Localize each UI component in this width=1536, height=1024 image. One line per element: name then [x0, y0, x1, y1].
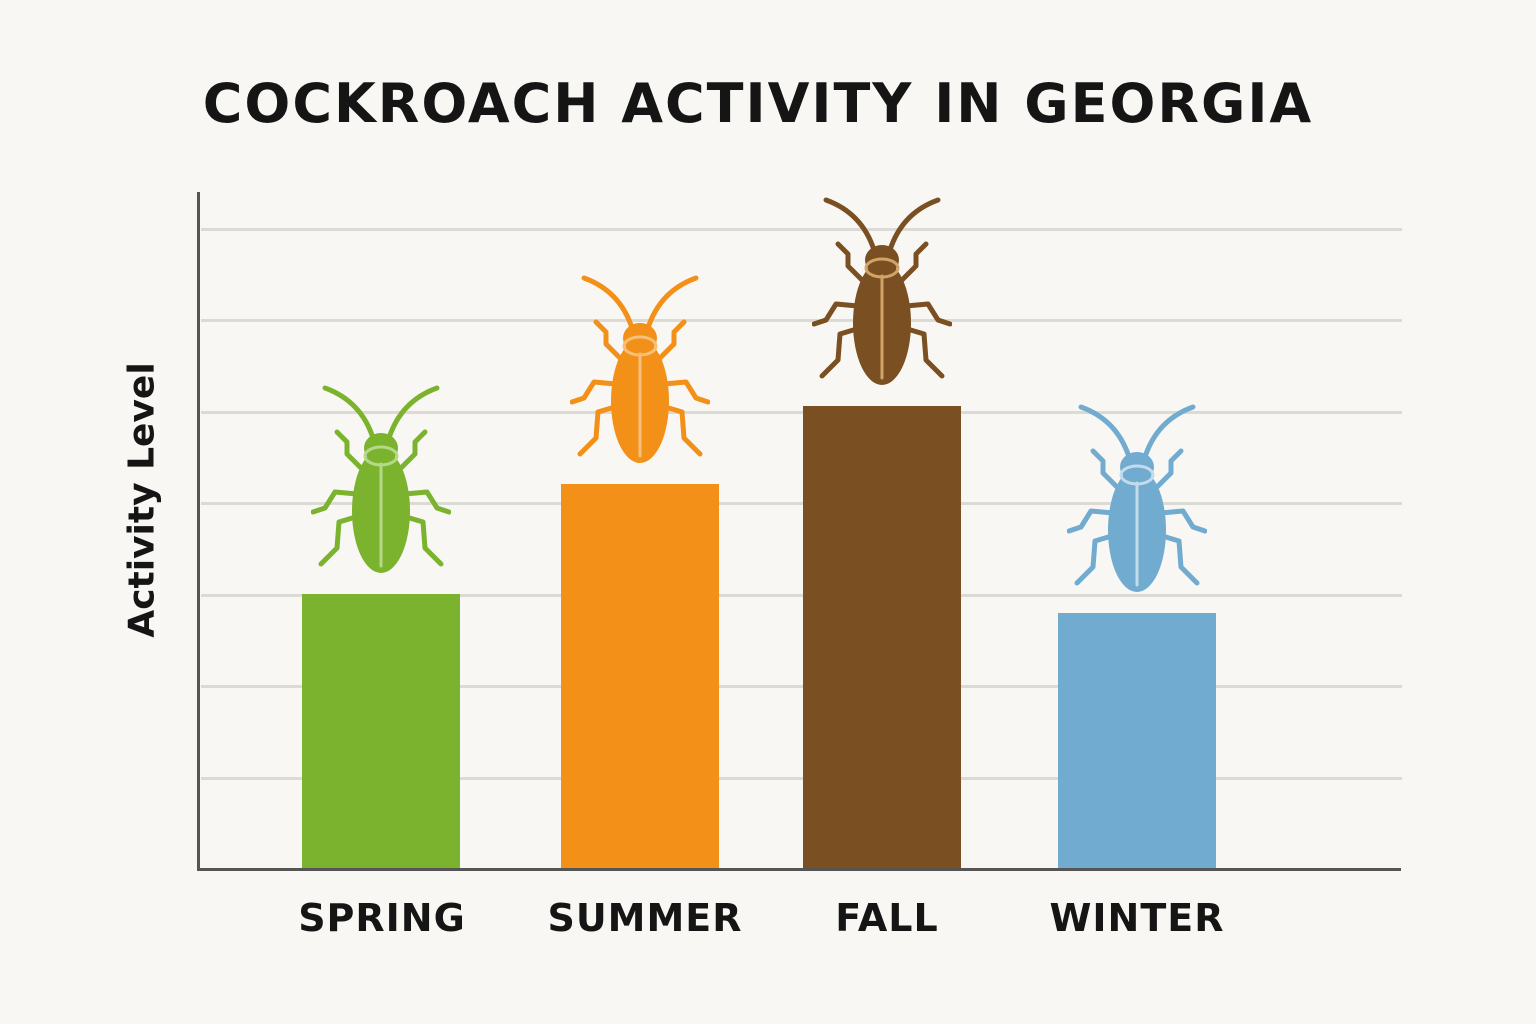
x-tick-label-fall: FALL	[835, 896, 939, 940]
gridline	[201, 411, 1402, 414]
gridline	[201, 319, 1402, 322]
cockroach-icon	[570, 275, 710, 464]
chart-title-text: COCKROACH ACTIVITY IN GEORGIA	[202, 72, 1314, 135]
cockroach-icon	[311, 385, 451, 574]
x-tick-label-spring: SPRING	[298, 896, 466, 940]
x-tick-label-winter: WINTER	[1049, 896, 1225, 940]
gridline	[201, 685, 1402, 688]
gridline	[201, 777, 1402, 780]
gridline	[201, 228, 1402, 231]
gridline	[201, 502, 1402, 505]
y-axis	[197, 192, 200, 871]
cockroach-icon	[812, 197, 952, 386]
bar-winter	[1058, 612, 1216, 869]
x-axis	[197, 868, 1401, 871]
bar-spring	[302, 594, 460, 869]
gridline	[201, 594, 1402, 597]
chart-title: COCKROACH ACTIVITY IN GEORGIA	[0, 72, 1536, 135]
bar-summer	[561, 484, 719, 869]
x-tick-label-summer: SUMMER	[547, 896, 743, 940]
cockroach-icon	[1067, 404, 1207, 592]
bar-fall	[803, 406, 961, 869]
